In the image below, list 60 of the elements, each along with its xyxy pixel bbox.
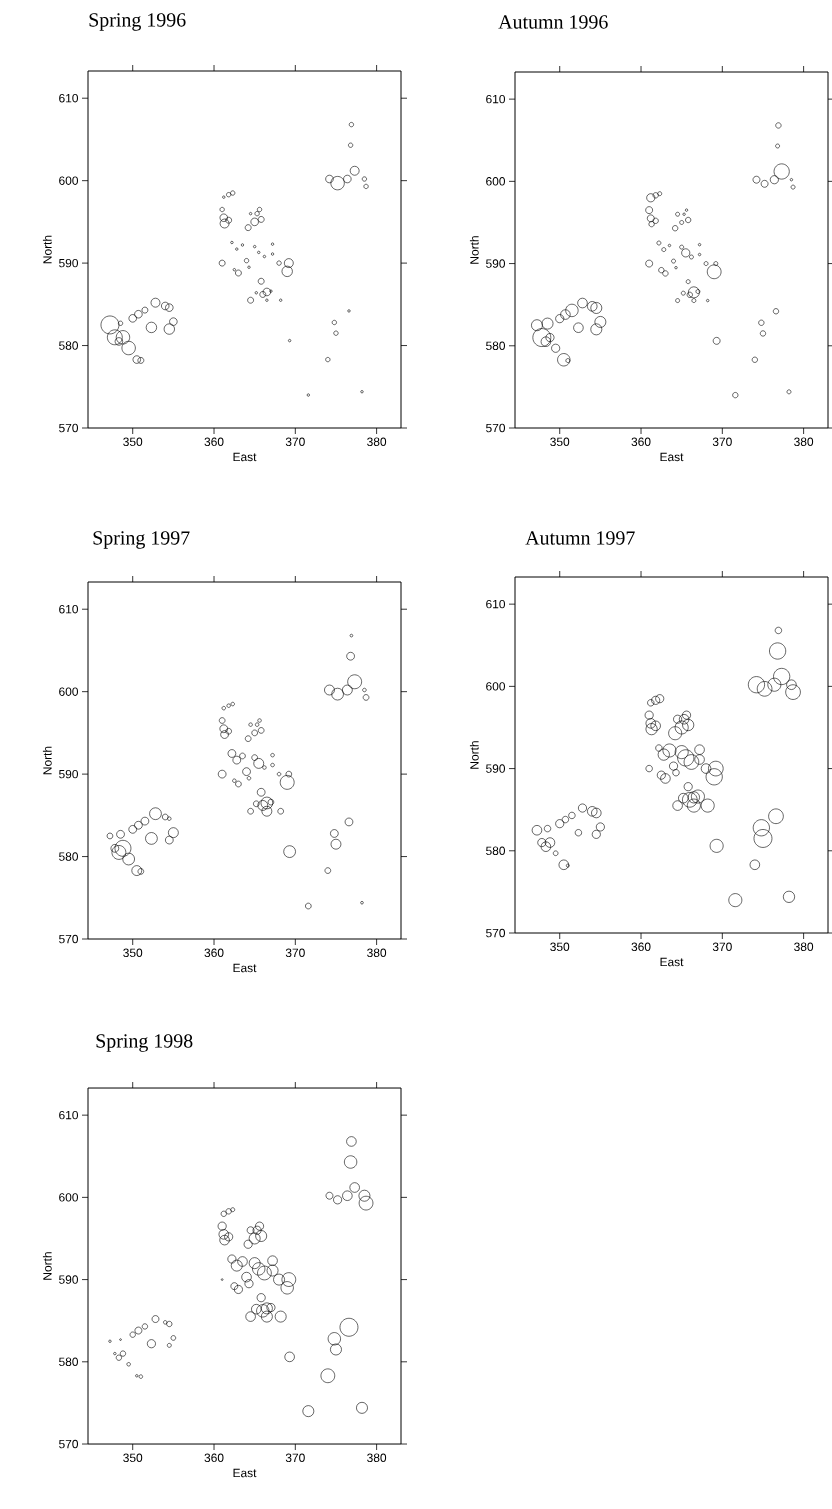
y-tick-label: 600: [59, 687, 79, 696]
x-axis-title: East: [660, 452, 684, 462]
y-tick-label: 580: [486, 341, 506, 351]
x-tick-label: 360: [204, 948, 224, 957]
x-tick-label: 370: [712, 942, 732, 951]
chart-title: Spring 1996: [89, 13, 186, 31]
y-tick-label: 590: [486, 764, 506, 773]
x-tick-label: 350: [550, 437, 570, 446]
y-tick-label: 570: [59, 1439, 79, 1449]
x-tick-label: 380: [794, 437, 814, 446]
y-axis-title: North: [469, 741, 479, 769]
x-axis-title: East: [233, 1468, 257, 1478]
x-tick-label: 370: [712, 437, 732, 446]
x-tick-label: 360: [631, 942, 651, 951]
y-tick-label: 600: [59, 1193, 79, 1202]
x-tick-label: 350: [123, 1453, 143, 1462]
x-axis-title: East: [660, 957, 684, 967]
y-axis-title: North: [42, 1252, 52, 1280]
x-tick-label: 380: [367, 437, 387, 446]
y-tick-label: 590: [486, 259, 506, 268]
x-tick-label: 350: [550, 942, 570, 951]
chart-title: Autumn 1996: [498, 15, 608, 29]
y-tick-label: 570: [59, 423, 79, 433]
x-axis-title: East: [233, 963, 257, 973]
y-tick-label: 580: [59, 852, 79, 861]
y-axis-title: North: [42, 235, 52, 264]
y-tick-label: 570: [486, 928, 506, 938]
y-tick-label: 600: [486, 177, 506, 186]
y-tick-label: 580: [59, 1357, 79, 1367]
y-axis-title: North: [42, 746, 52, 775]
x-tick-label: 370: [285, 437, 305, 446]
y-tick-label: 610: [486, 94, 506, 104]
y-tick-label: 590: [59, 1275, 79, 1284]
x-tick-label: 380: [367, 948, 387, 957]
y-tick-label: 580: [486, 846, 506, 856]
y-tick-label: 610: [486, 599, 506, 609]
x-axis-title: East: [233, 452, 257, 462]
x-tick-label: 350: [123, 437, 143, 446]
y-tick-label: 610: [59, 1110, 79, 1120]
x-tick-label: 360: [631, 437, 651, 446]
chart-title: Spring 1998: [96, 1034, 193, 1052]
chart-title: Spring 1997: [93, 531, 190, 549]
x-tick-label: 350: [123, 948, 143, 957]
y-tick-label: 600: [486, 682, 506, 691]
y-tick-label: 600: [59, 176, 79, 185]
chart-title: Autumn 1997: [525, 531, 635, 545]
y-tick-label: 590: [59, 769, 79, 779]
y-tick-label: 570: [486, 423, 506, 433]
x-tick-label: 360: [204, 1453, 224, 1462]
x-tick-label: 370: [285, 948, 305, 957]
y-tick-label: 610: [59, 604, 79, 614]
x-tick-label: 380: [367, 1453, 387, 1462]
y-axis-title: North: [469, 236, 479, 264]
y-tick-label: 590: [59, 258, 79, 268]
x-tick-label: 370: [285, 1453, 305, 1462]
y-tick-label: 610: [59, 93, 79, 103]
x-tick-label: 380: [794, 942, 814, 951]
y-tick-label: 570: [59, 934, 79, 944]
x-tick-label: 360: [204, 437, 224, 446]
y-tick-label: 580: [59, 341, 79, 350]
